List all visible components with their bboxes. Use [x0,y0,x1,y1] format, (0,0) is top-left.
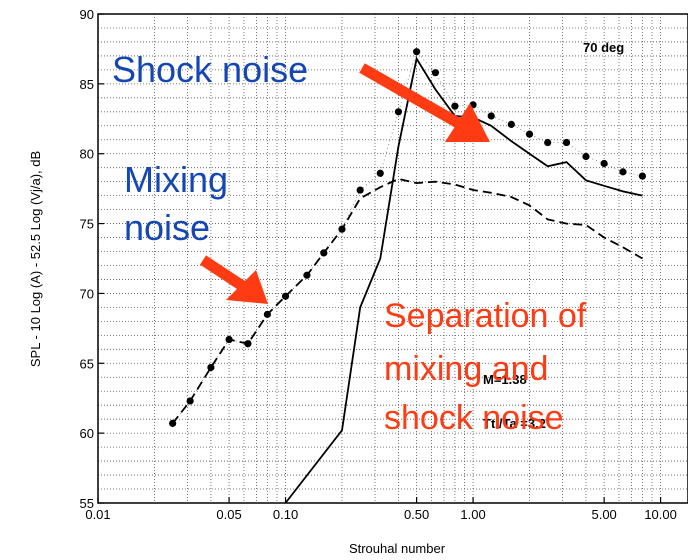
y-tick-label: 65 [80,356,94,371]
y-axis-label: SPL - 10 Log (A) - 52.5 Log (Vj/a), dB [28,151,43,367]
x-axis-label: Strouhal number [349,541,446,556]
data-point-marker [487,112,495,120]
mixing-noise-label-line1: Mixing [124,159,228,200]
data-point-marker [507,120,515,128]
shock-noise-label: Shock noise [112,49,308,90]
data-point-marker [451,102,459,110]
temperature-annotation: Tt /Ta =3.2 [483,416,546,431]
data-point-marker [582,152,590,161]
data-point-marker [394,108,403,116]
y-tick-label: 70 [80,286,94,301]
data-point-marker [413,48,421,56]
separation-label-line1: Separation of [384,297,587,335]
x-tick-label: 0.10 [273,507,298,522]
series-dashed-line [171,177,643,424]
data-point-marker [376,169,384,177]
mixing-noise-arrow [199,255,268,304]
mach-annotation: M=1.38 [483,372,527,387]
data-point-marker [525,130,534,138]
y-tick-label: 90 [80,7,94,22]
x-tick-label: 0.01 [85,507,110,522]
shock-noise-arrow [359,63,490,142]
y-tick-label: 60 [80,426,94,441]
x-tick-label: 0.50 [404,507,429,522]
data-point-marker [638,172,647,180]
plot-frame [97,13,688,504]
series-solid-line [284,56,643,504]
data-point-marker [544,138,552,147]
data-point-marker [562,138,571,147]
x-tick-labels: 0.01 0.05 0.10 0.50 1.00 5.00 10.00 [85,497,677,522]
separation-label-line3: shock noise [384,399,564,437]
x-tick-label: 0.05 [216,507,241,522]
data-point-marker [356,186,364,194]
data-point-marker [600,159,608,168]
separation-label-line2: mixing and [384,350,548,388]
y-tick-label: 55 [80,496,94,511]
y-tick-label: 85 [80,77,94,92]
y-tick-labels: 55 60 65 70 75 80 85 90 [80,7,104,511]
series-group [169,48,647,504]
angle-annotation: 70 deg [583,40,624,55]
mixing-noise-label-line2: noise [124,207,210,248]
y-tick-label: 80 [80,147,94,162]
x-tick-label: 1.00 [460,507,485,522]
x-tick-label: 10.00 [644,507,677,522]
data-point-marker [619,168,627,176]
data-point-marker [431,69,440,77]
y-tick-label: 75 [80,217,94,232]
x-tick-label: 5.00 [591,507,616,522]
